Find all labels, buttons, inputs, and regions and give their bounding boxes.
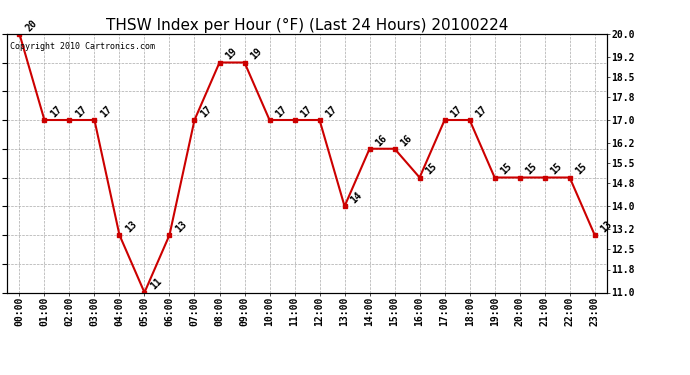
Text: 13: 13	[599, 219, 614, 234]
Text: 17: 17	[199, 104, 214, 119]
Text: 14: 14	[348, 190, 364, 206]
Text: 19: 19	[248, 46, 264, 62]
Text: 17: 17	[48, 104, 64, 119]
Text: 15: 15	[574, 161, 589, 177]
Text: 15: 15	[499, 161, 514, 177]
Text: 15: 15	[524, 161, 539, 177]
Title: THSW Index per Hour (°F) (Last 24 Hours) 20100224: THSW Index per Hour (°F) (Last 24 Hours)…	[106, 18, 509, 33]
Text: 15: 15	[549, 161, 564, 177]
Text: 17: 17	[474, 104, 489, 119]
Text: 17: 17	[299, 104, 314, 119]
Text: 17: 17	[274, 104, 289, 119]
Text: 17: 17	[99, 104, 114, 119]
Text: 11: 11	[148, 276, 164, 292]
Text: 17: 17	[74, 104, 89, 119]
Text: 19: 19	[224, 46, 239, 62]
Text: 13: 13	[174, 219, 189, 234]
Text: 17: 17	[324, 104, 339, 119]
Text: 15: 15	[424, 161, 439, 177]
Text: Copyright 2010 Cartronics.com: Copyright 2010 Cartronics.com	[10, 42, 155, 51]
Text: 20: 20	[23, 18, 39, 33]
Text: 13: 13	[124, 219, 139, 234]
Text: 16: 16	[399, 133, 414, 148]
Text: 16: 16	[374, 133, 389, 148]
Text: 17: 17	[448, 104, 464, 119]
